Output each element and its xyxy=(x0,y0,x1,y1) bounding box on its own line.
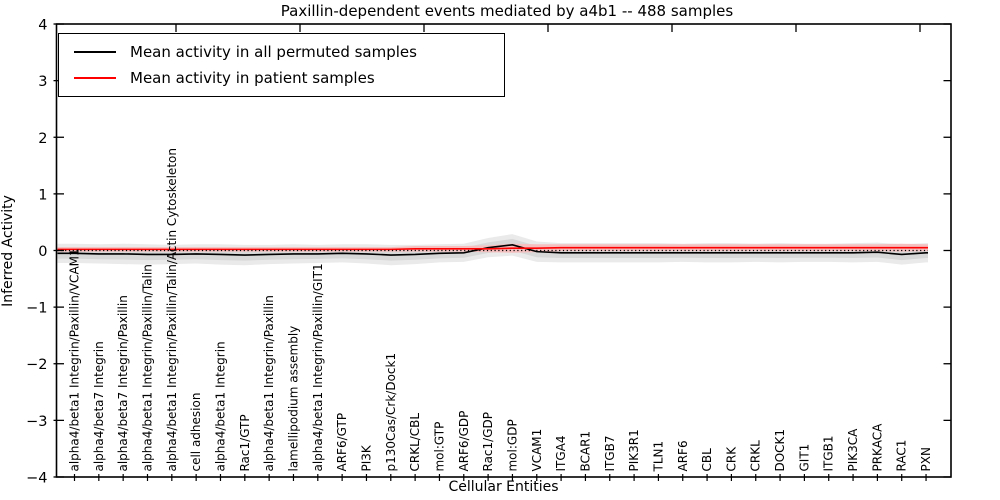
x-tick-label: lamellipodium assembly xyxy=(286,326,300,472)
x-tick-label: VCAM1 xyxy=(530,429,544,472)
y-tick-label: 1 xyxy=(38,187,47,203)
x-tick-label: ITGB7 xyxy=(603,435,617,471)
legend-line-permuted-icon xyxy=(74,51,116,53)
x-tick-label: BCAR1 xyxy=(578,431,592,472)
x-tick-label: CRK xyxy=(724,446,738,472)
x-tick-label: PXN xyxy=(919,447,933,471)
x-tick-label: CRKL/CBL xyxy=(408,413,422,472)
y-tick-label: 4 xyxy=(38,18,47,34)
x-tick-label: alpha4/beta7 Integrin/Paxillin xyxy=(116,295,130,471)
x-tick-label: alpha4/beta1 Integrin/Paxillin xyxy=(262,295,276,471)
x-tick-label: RAC1 xyxy=(895,440,909,472)
legend: Mean activity in all permuted samples Me… xyxy=(58,33,505,97)
x-tick-label: DOCK1 xyxy=(773,429,787,472)
x-tick-label: PIK3CA xyxy=(846,428,860,472)
x-tick-label: mol:GTP xyxy=(432,422,446,472)
x-axis-label: Cellular Entities xyxy=(448,479,559,495)
y-tick-label: 3 xyxy=(38,74,47,90)
x-tick-label: alpha4/beta1 Integrin xyxy=(213,341,227,471)
y-tick-label: −3 xyxy=(26,414,47,430)
x-tick-label: p130Cas/Crk/Dock1 xyxy=(384,353,398,472)
y-tick-label: −2 xyxy=(26,357,47,373)
x-tick-label: cell adhesion xyxy=(189,393,203,472)
x-tick-label: alpha4/beta1 Integrin/Paxillin/Talin/Act… xyxy=(165,148,179,471)
legend-item-permuted: Mean activity in all permuted samples xyxy=(74,44,504,60)
y-tick-label: −4 xyxy=(26,470,47,486)
x-tick-label: PI3K xyxy=(359,444,373,471)
legend-label-permuted: Mean activity in all permuted samples xyxy=(130,43,417,61)
x-tick-label: ITGB1 xyxy=(822,435,836,471)
x-tick-label: Rac1/GTP xyxy=(238,414,252,471)
y-tick-label: 2 xyxy=(38,131,47,147)
x-tick-label: ITGA4 xyxy=(554,435,568,471)
y-tick-label: 0 xyxy=(38,244,47,260)
x-tick-label: CRKL xyxy=(749,440,763,472)
x-tick-label: alpha4/beta1 Integrin/Paxillin/GIT1 xyxy=(311,263,325,471)
x-tick-label: PRKACA xyxy=(870,423,884,472)
x-tick-label: CBL xyxy=(700,448,714,472)
x-tick-label: mol:GDP xyxy=(505,419,519,471)
x-tick-label: alpha4/beta1 Integrin/Paxillin/Talin xyxy=(140,264,154,471)
legend-item-patient: Mean activity in patient samples xyxy=(74,70,504,86)
permuted-mean-line xyxy=(57,244,928,256)
x-tick-label: alpha4/beta1 Integrin/Paxillin/VCAM1 xyxy=(68,248,82,471)
x-tick-label: ARF6/GDP xyxy=(457,411,471,472)
chart-title: Paxillin-dependent events mediated by a4… xyxy=(280,2,734,20)
y-tick-label: −1 xyxy=(26,301,47,317)
x-tick-label: TLN1 xyxy=(651,441,665,473)
x-tick-label: PIK3R1 xyxy=(627,429,641,471)
x-tick-label: GIT1 xyxy=(797,444,811,472)
x-tick-label: ARF6 xyxy=(676,440,690,471)
legend-label-patient: Mean activity in patient samples xyxy=(130,69,375,87)
x-tick-label: Rac1/GDP xyxy=(481,412,495,471)
legend-line-patient-icon xyxy=(74,77,116,79)
x-tick-label: alpha4/beta7 Integrin xyxy=(92,341,106,471)
patient-mean-line xyxy=(57,246,928,251)
y-axis-label: Inferred Activity xyxy=(0,195,16,307)
x-tick-label: ARF6/GTP xyxy=(335,413,349,472)
